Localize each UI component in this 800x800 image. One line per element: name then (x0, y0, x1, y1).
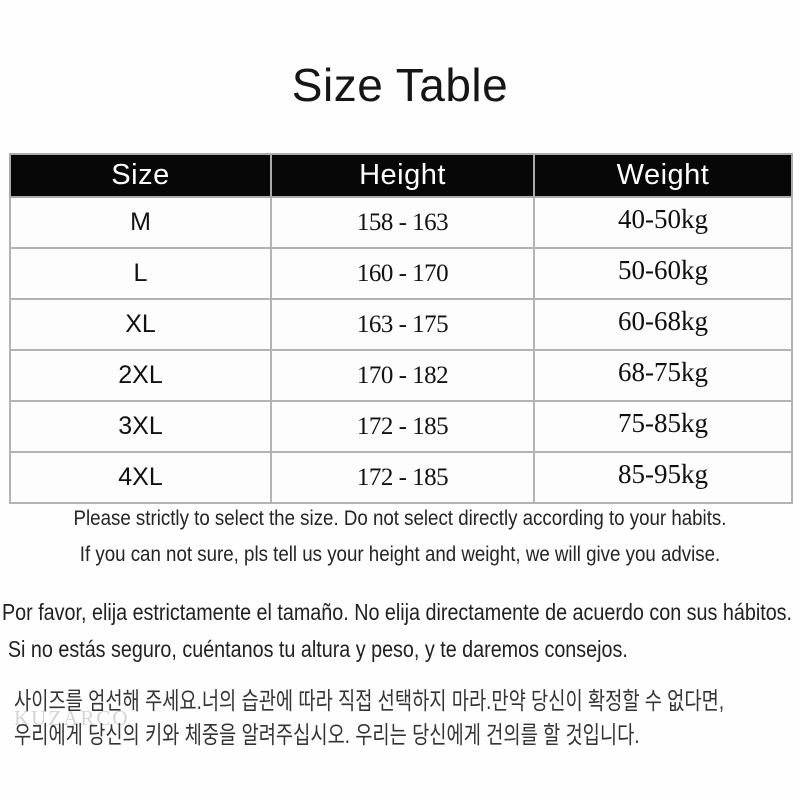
weight-cell: 85-95kg (533, 451, 793, 504)
weight-value: 40-50kg (618, 204, 708, 234)
height-cell: 158 - 163 (270, 196, 535, 249)
table-row: M 158 - 163 40-50kg (9, 196, 793, 249)
size-cell: 3XL (9, 400, 272, 453)
table-header-row: Size Height Weight (9, 153, 793, 198)
note-english-line-2: If you can not sure, pls tell us your he… (79, 542, 721, 566)
weight-value: 85-95kg (618, 459, 708, 489)
table-row: XL 163 - 175 60-68kg (9, 298, 793, 351)
size-cell: XL (9, 298, 272, 351)
table-row: 4XL 172 - 185 85-95kg (9, 451, 793, 504)
watermark-text: KUZARCO (14, 706, 130, 730)
weight-value: 50-60kg (618, 255, 708, 285)
weight-value: 68-75kg (618, 357, 708, 387)
weight-cell: 75-85kg (533, 400, 793, 453)
col-header-height: Height (270, 153, 535, 198)
table-row: 2XL 170 - 182 68-75kg (9, 349, 793, 402)
note-korean: 사이즈를 엄선해 주세요.너의 습관에 따라 직접 선택하지 마라.만약 당신이… (14, 685, 800, 753)
height-cell: 163 - 175 (270, 298, 535, 351)
weight-cell: 68-75kg (533, 349, 793, 402)
size-cell: 2XL (9, 349, 272, 402)
note-spanish-line-1: Por favor, elija estrictamente el tamaño… (2, 599, 793, 625)
col-header-size: Size (9, 153, 272, 198)
height-cell: 170 - 182 (270, 349, 535, 402)
weight-cell: 40-50kg (533, 196, 793, 249)
col-header-weight: Weight (533, 153, 793, 198)
size-cell: 4XL (9, 451, 272, 504)
weight-cell: 50-60kg (533, 247, 793, 300)
page-title: Size Table (291, 59, 509, 111)
weight-cell: 60-68kg (533, 298, 793, 351)
size-table: Size Height Weight M 158 - 163 40-50kg L… (9, 153, 793, 504)
weight-value: 75-85kg (618, 408, 708, 438)
weight-value: 60-68kg (618, 306, 708, 336)
height-cell: 172 - 185 (270, 400, 535, 453)
note-korean-line-2: 우리에게 당신의 키와 체중을 알려주십시오. 우리는 당신에게 건의를 할 것… (14, 722, 640, 749)
note-spanish: Por favor, elija estrictamente el tamaño… (2, 594, 800, 668)
height-cell: 160 - 170 (270, 247, 535, 300)
note-spanish-line-2: Si no estás seguro, cuéntanos tu altura … (7, 636, 628, 662)
table-row: 3XL 172 - 185 75-85kg (9, 400, 793, 453)
height-cell: 172 - 185 (270, 451, 535, 504)
size-cell: L (9, 247, 272, 300)
note-english-line-1: Please strictly to select the size. Do n… (73, 506, 727, 530)
table-row: L 160 - 170 50-60kg (9, 247, 793, 300)
size-cell: M (9, 196, 272, 249)
note-korean-line-1: 사이즈를 엄선해 주세요.너의 습관에 따라 직접 선택하지 마라.만약 당신이… (14, 688, 725, 715)
note-english: Please strictly to select the size. Do n… (0, 500, 800, 572)
